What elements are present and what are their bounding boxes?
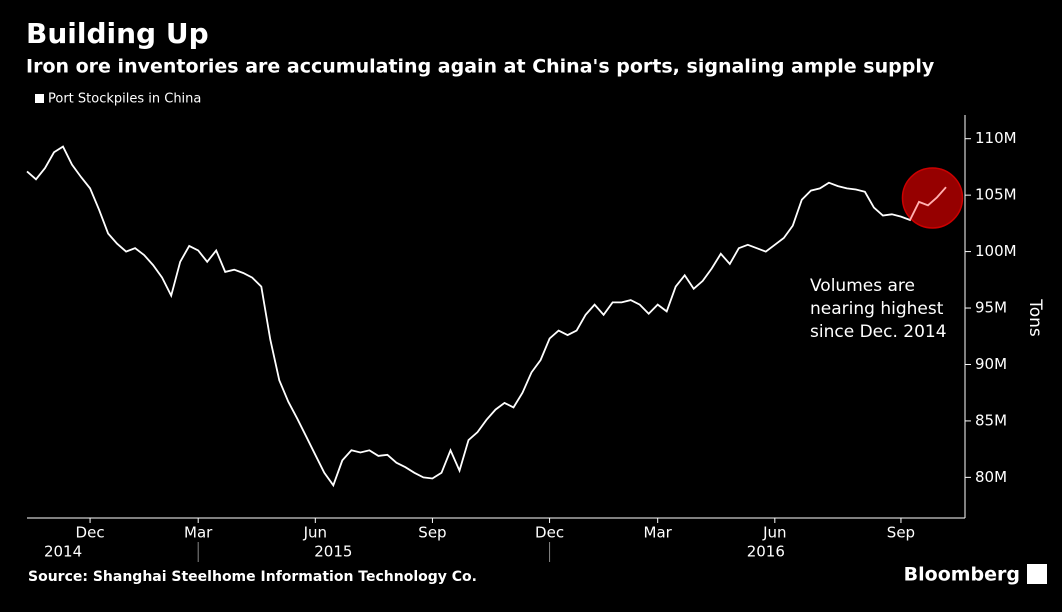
- y-tick-label: 105M: [975, 186, 1017, 204]
- x-tick-label: Sep: [887, 524, 915, 542]
- legend-label: Port Stockpiles in China: [48, 92, 201, 107]
- y-tick-label: 100M: [975, 242, 1017, 260]
- x-tick-label: Sep: [418, 524, 446, 542]
- annotation: Volumes are: [810, 276, 915, 296]
- legend-swatch: [35, 94, 44, 103]
- year-label: 2014: [44, 543, 82, 561]
- x-tick-label: Dec: [76, 524, 105, 542]
- x-tick-label: Mar: [184, 524, 213, 542]
- y-tick-label: 85M: [975, 411, 1007, 429]
- y-tick-label: 95M: [975, 299, 1007, 317]
- y-tick-label: 80M: [975, 468, 1007, 486]
- chart-subtitle: Iron ore inventories are accumulating ag…: [26, 56, 935, 78]
- y-tick-label: 110M: [975, 129, 1017, 147]
- year-label: 2015: [314, 543, 352, 561]
- brand-icon: [1027, 564, 1047, 584]
- annotation: since Dec. 2014: [810, 322, 947, 342]
- highlight-line: [909, 186, 947, 221]
- year-label: 2016: [747, 543, 785, 561]
- series-line: [26, 145, 947, 488]
- highlight-circle: [901, 167, 964, 229]
- x-tick-label: Mar: [644, 524, 673, 542]
- annotation: nearing highest: [810, 299, 944, 319]
- brand: Bloomberg: [904, 564, 1020, 586]
- y-tick-label: 90M: [975, 355, 1007, 373]
- x-tick-label: Jun: [303, 524, 327, 542]
- x-tick-label: Dec: [535, 524, 564, 542]
- x-tick-label: Jun: [762, 524, 786, 542]
- chart-title: Building Up: [26, 17, 209, 50]
- y-axis-label: Tons: [1025, 298, 1045, 337]
- source: Source: Shanghai Steelhome Information T…: [28, 569, 477, 585]
